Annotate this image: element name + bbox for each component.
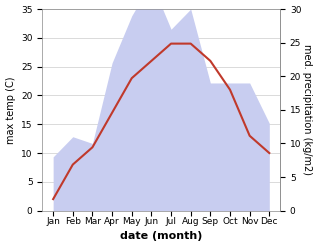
Y-axis label: med. precipitation (kg/m2): med. precipitation (kg/m2) (302, 44, 313, 175)
X-axis label: date (month): date (month) (120, 231, 203, 242)
Y-axis label: max temp (C): max temp (C) (5, 76, 16, 144)
